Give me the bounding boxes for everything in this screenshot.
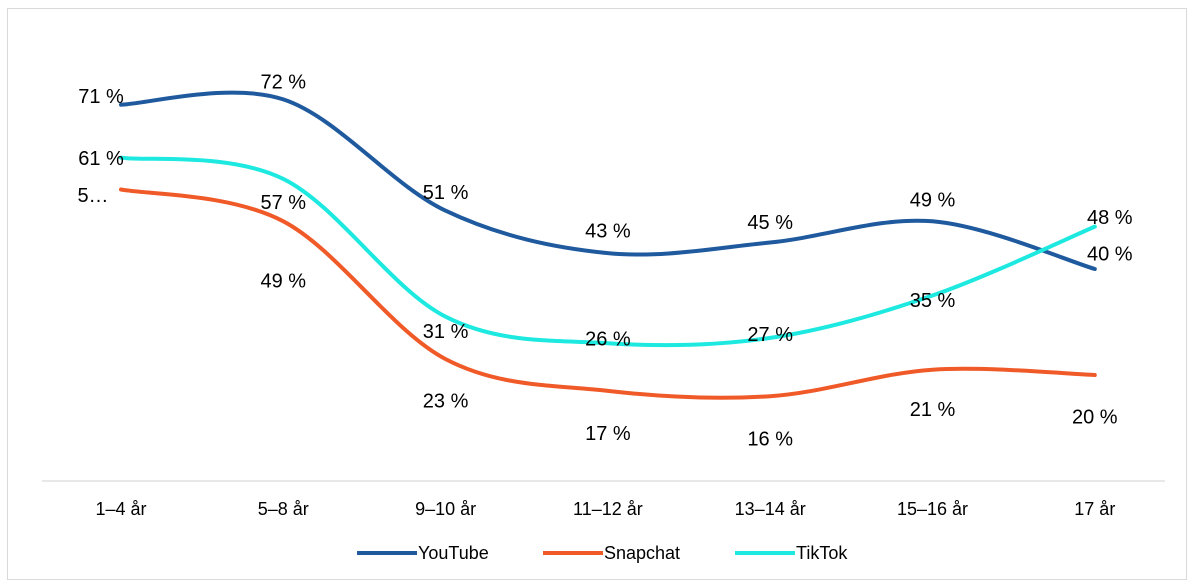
tiktok-data-label: 31 % xyxy=(423,321,469,343)
x-tick-label: 15–16 år xyxy=(897,499,968,519)
tiktok-data-label: 61 % xyxy=(78,148,124,170)
tiktok-line xyxy=(119,155,1097,348)
x-tick-label: 11–12 år xyxy=(573,499,643,519)
youtube-line xyxy=(119,90,1097,271)
youtube-data-label: 45 % xyxy=(747,212,793,234)
snapchat-data-label: 16 % xyxy=(747,428,793,450)
data-labels: 71 % 72 % 51 % 43 % 45 % 49 % 40 % 5… 49 % 23 % 17… xyxy=(77,72,1132,451)
snapchat-data-label: 20 % xyxy=(1072,406,1118,428)
x-axis-tick-labels: 1–4 år 5–8 år 9–10 år 11–12 år 13–14 år 15–16… xyxy=(95,499,1115,519)
x-tick-label: 1–4 år xyxy=(95,499,146,519)
legend: YouTube Snapchat TikTok xyxy=(357,543,848,563)
tiktok-data-label: 57 % xyxy=(261,192,307,214)
snapchat-line xyxy=(119,187,1097,400)
legend-item-tiktok: TikTok xyxy=(735,543,848,563)
snapchat-data-label: 17 % xyxy=(585,423,631,445)
x-tick-label: 17 år xyxy=(1074,499,1115,519)
tiktok-data-label: 35 % xyxy=(910,290,956,312)
tiktok-data-label: 48 % xyxy=(1087,207,1133,229)
chart-area xyxy=(7,8,1187,580)
youtube-data-label: 49 % xyxy=(910,190,956,212)
x-tick-label: 13–14 år xyxy=(735,499,806,519)
snapchat-data-label: 49 % xyxy=(261,271,307,293)
legend-item-snapchat: Snapchat xyxy=(543,543,680,563)
x-tick-label: 5–8 år xyxy=(258,499,309,519)
tiktok-data-label: 26 % xyxy=(585,328,631,350)
snapchat-data-label: 21 % xyxy=(910,399,956,421)
snapchat-data-label: 23 % xyxy=(423,390,469,412)
legend-label-snapchat: Snapchat xyxy=(604,543,680,563)
series-lines xyxy=(119,90,1097,400)
tiktok-data-label: 27 % xyxy=(747,324,793,346)
youtube-data-label: 71 % xyxy=(78,86,124,108)
x-tick-label: 9–10 år xyxy=(415,499,476,519)
legend-item-youtube: YouTube xyxy=(357,543,489,563)
youtube-data-label: 72 % xyxy=(261,72,307,94)
legend-label-tiktok: TikTok xyxy=(796,543,848,563)
youtube-data-label: 51 % xyxy=(423,182,469,204)
legend-label-youtube: YouTube xyxy=(418,543,489,563)
youtube-data-label: 40 % xyxy=(1087,243,1133,265)
snapchat-data-label: 5… xyxy=(77,185,108,207)
youtube-data-label: 43 % xyxy=(585,220,631,242)
